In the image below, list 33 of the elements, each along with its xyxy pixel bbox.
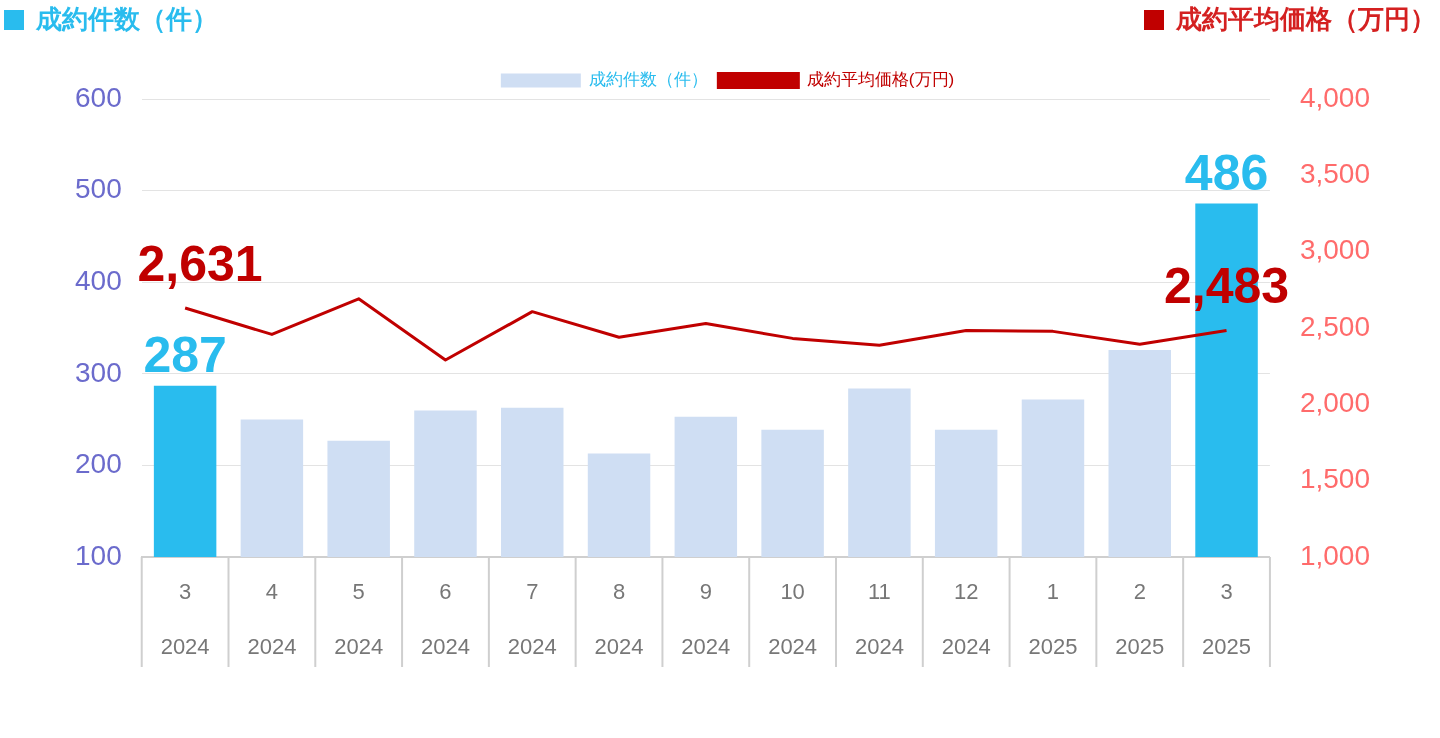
y2-tick-label: 1,000	[1299, 539, 1371, 571]
data-label: 287	[143, 327, 227, 384]
y2-tick-label: 3,500	[1299, 158, 1371, 190]
y-tick-label: 400	[75, 264, 122, 296]
category-label: 2 2025	[1115, 578, 1165, 659]
y2-tick-label: 2,500	[1299, 310, 1371, 342]
y2-tick-label: 1,500	[1299, 463, 1371, 495]
y-tick-label: 300	[75, 356, 122, 388]
y2-tick-label: 4,000	[1299, 81, 1371, 113]
category-label: 1 2025	[1028, 578, 1078, 659]
y2-tick-label: 3,000	[1299, 234, 1371, 266]
data-label: 2,631	[137, 235, 263, 292]
category-label: 12 2024	[941, 578, 991, 659]
y-tick-label: 100	[75, 539, 122, 571]
y-tick-label: 600	[75, 81, 122, 113]
y2-axis-title: 成約平均価格（万円）	[1176, 3, 1436, 36]
category-label: 6 2024	[420, 578, 470, 659]
category-label: 7 2024	[507, 578, 557, 659]
y-tick-label: 200	[75, 448, 122, 480]
y2-tick-label: 2,000	[1299, 387, 1371, 419]
category-label: 8 2024	[594, 578, 644, 659]
category-label: 3 2024	[160, 578, 210, 659]
category-label: 5 2024	[334, 578, 384, 659]
category-label: 11 2024	[854, 578, 904, 659]
category-label: 4 2024	[247, 578, 297, 659]
legend-label: 成約平均価格(万円)	[806, 70, 955, 90]
data-label: 486	[1184, 145, 1269, 202]
category-label: 3 2025	[1202, 578, 1252, 659]
y-tick-label: 500	[75, 173, 122, 205]
category-label: 9 2024	[681, 578, 731, 659]
category-label: 10 2024	[768, 578, 818, 659]
legend-label: 成約件数（件）	[589, 70, 709, 90]
y-axis-title: 成約件数（件）	[36, 3, 218, 36]
